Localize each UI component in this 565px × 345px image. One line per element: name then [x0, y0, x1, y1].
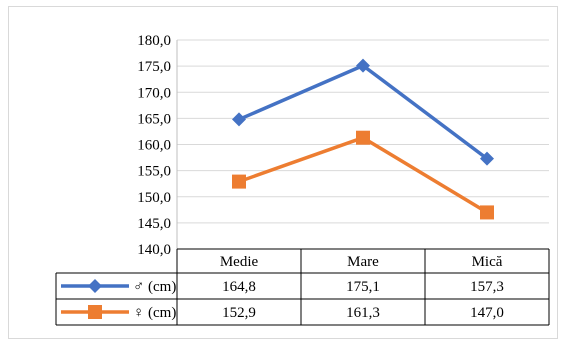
y-tick-label: 155,0 — [137, 164, 171, 180]
table-header-cell: Mică — [472, 254, 503, 270]
legend-label: ♀ (cm) — [133, 305, 176, 321]
legend-key-marker — [88, 279, 102, 293]
y-tick-label: 175,0 — [137, 59, 171, 75]
y-tick-label: 180,0 — [137, 33, 171, 49]
table-value-cell: 152,9 — [222, 305, 256, 321]
chart-frame: 140,0 145,0 150,0 155,0 160,0 165,0 170,0 175,0… — [8, 6, 558, 339]
data-point-marker — [232, 174, 246, 189]
y-tick-label: 140,0 — [137, 242, 171, 258]
series-line — [238, 135, 488, 214]
data-point-marker — [480, 205, 494, 220]
table-value-cell: 175,1 — [346, 279, 380, 295]
line-chart: 140,0 145,0 150,0 155,0 160,0 165,0 170,0 175,0… — [55, 33, 550, 326]
data-point-marker — [356, 58, 370, 73]
y-tick-label: 145,0 — [137, 216, 171, 232]
data-point-marker — [232, 112, 246, 127]
y-tick-label: 150,0 — [137, 190, 171, 206]
y-tick-label: 170,0 — [137, 85, 171, 101]
y-tick-label: 165,0 — [137, 111, 171, 127]
table-value-cell: 164,8 — [222, 279, 256, 295]
table-value-cell: 157,3 — [470, 279, 504, 295]
data-point-marker — [480, 151, 494, 166]
legend-label: ♂ (cm) — [133, 279, 176, 295]
data-point-marker — [356, 130, 370, 145]
legend-key-marker — [88, 305, 102, 319]
table-value-cell: 161,3 — [346, 305, 380, 321]
table-header-cell: Mare — [347, 254, 379, 270]
table-header-cell: Medie — [220, 254, 259, 270]
y-tick-label: 160,0 — [137, 138, 171, 154]
table-value-cell: 147,0 — [470, 305, 504, 321]
